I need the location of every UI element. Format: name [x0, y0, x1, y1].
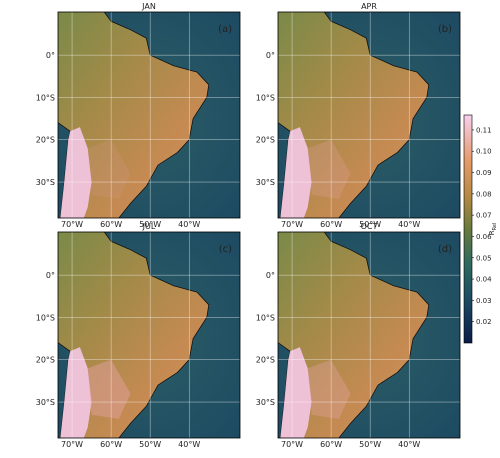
colorbar: 0.02 0.03 0.04 0.05 0.06 0.07 0.08 0.09 0.10 0.11…	[463, 114, 498, 344]
map-panel: 70°W 60°W 50°W 40°W 0° 10°S 20°S 30°S JUL (c)	[36, 222, 241, 449]
map-content	[58, 232, 240, 438]
colorbar-label-main: R	[488, 230, 496, 235]
x-tick-label: 70°W	[281, 440, 303, 449]
panel-frame	[57, 231, 241, 439]
x-tick-label: 40°W	[178, 440, 200, 449]
colorbar-tick-label: 0.05	[476, 254, 492, 262]
x-tick-label: 70°W	[281, 220, 303, 229]
colorbar-label-sub: Rel	[492, 223, 498, 231]
panel-label: (a)	[218, 24, 232, 35]
map-panel: 70°W 60°W 50°W 40°W 0° 10°S 20°S 30°S JAN (a)	[36, 2, 241, 229]
x-tick-label: 70°W	[61, 220, 83, 229]
panel-frame	[57, 11, 241, 219]
land	[58, 232, 210, 438]
land	[58, 12, 210, 218]
colorbar-tick-label: 0.03	[476, 297, 492, 305]
bright-region	[87, 139, 131, 199]
x-tick-label: 60°W	[100, 220, 122, 229]
x-tick-label: 50°W	[359, 220, 381, 229]
bright-region	[307, 139, 351, 199]
y-tick-label: 30°S	[256, 398, 275, 407]
map-content	[278, 232, 460, 438]
colorbar-gradient	[463, 114, 473, 344]
panel-label: (c)	[219, 244, 232, 255]
y-tick-label: 0°	[46, 271, 55, 280]
colorbar-tick-label: 0.07	[476, 212, 492, 220]
x-tick-label: 50°W	[139, 220, 161, 229]
y-tick-label: 30°S	[36, 178, 55, 187]
map-content	[58, 12, 240, 218]
colorbar-label: RRel	[488, 223, 498, 236]
y-tick-label: 20°S	[256, 136, 275, 145]
x-tick-label: 60°W	[320, 440, 342, 449]
y-tick-label: 10°S	[36, 313, 55, 322]
y-tick-label: 10°S	[256, 93, 275, 102]
colorbar-tick-label: 0.04	[476, 276, 492, 284]
y-tick-label: 20°S	[36, 136, 55, 145]
bright-region	[87, 359, 131, 419]
map-content	[278, 12, 460, 218]
panel-title: JAN	[141, 2, 156, 11]
y-tick-label: 20°S	[256, 356, 275, 365]
y-tick-label: 30°S	[36, 398, 55, 407]
panel-title: APR	[361, 2, 377, 11]
x-tick-label: 60°W	[320, 220, 342, 229]
colorbar-tick-label: 0.02	[476, 318, 492, 326]
x-tick-label: 40°W	[178, 220, 200, 229]
x-tick-label: 40°W	[398, 440, 420, 449]
map-panel: 70°W 60°W 50°W 40°W 0° 10°S 20°S 30°S APR (b)	[256, 2, 461, 229]
highland	[280, 347, 312, 438]
colorbar-tick-label: 0.09	[476, 169, 492, 177]
x-tick-label: 60°W	[100, 440, 122, 449]
colorbar-tick-label: 0.10	[476, 148, 492, 156]
highland	[280, 127, 312, 218]
x-tick-label: 70°W	[61, 440, 83, 449]
highland	[60, 127, 92, 218]
land	[278, 12, 430, 218]
panel-title: OCT	[361, 222, 378, 231]
y-tick-label: 0°	[266, 271, 275, 280]
panel-label: (b)	[438, 24, 452, 35]
y-tick-label: 0°	[266, 51, 275, 60]
colorbar-tick-label: 0.08	[476, 190, 492, 198]
panel-frame	[277, 11, 461, 219]
panel-label: (d)	[438, 244, 452, 255]
x-tick-label: 40°W	[398, 220, 420, 229]
y-tick-label: 0°	[46, 51, 55, 60]
land	[278, 232, 430, 438]
y-tick-label: 10°S	[256, 313, 275, 322]
panel-title: JUL	[142, 222, 156, 231]
colorbar-tick-label: 0.11	[476, 126, 492, 134]
panel-frame	[277, 231, 461, 439]
highland	[60, 347, 92, 438]
colorbar-tick-label: 0.06	[476, 233, 492, 241]
x-tick-label: 50°W	[139, 440, 161, 449]
y-tick-label: 30°S	[256, 178, 275, 187]
bright-region	[307, 359, 351, 419]
map-panel: 70°W 60°W 50°W 40°W 0° 10°S 20°S 30°S OCT (d)	[256, 222, 461, 449]
y-tick-label: 10°S	[36, 93, 55, 102]
x-tick-label: 50°W	[359, 440, 381, 449]
y-tick-label: 20°S	[36, 356, 55, 365]
